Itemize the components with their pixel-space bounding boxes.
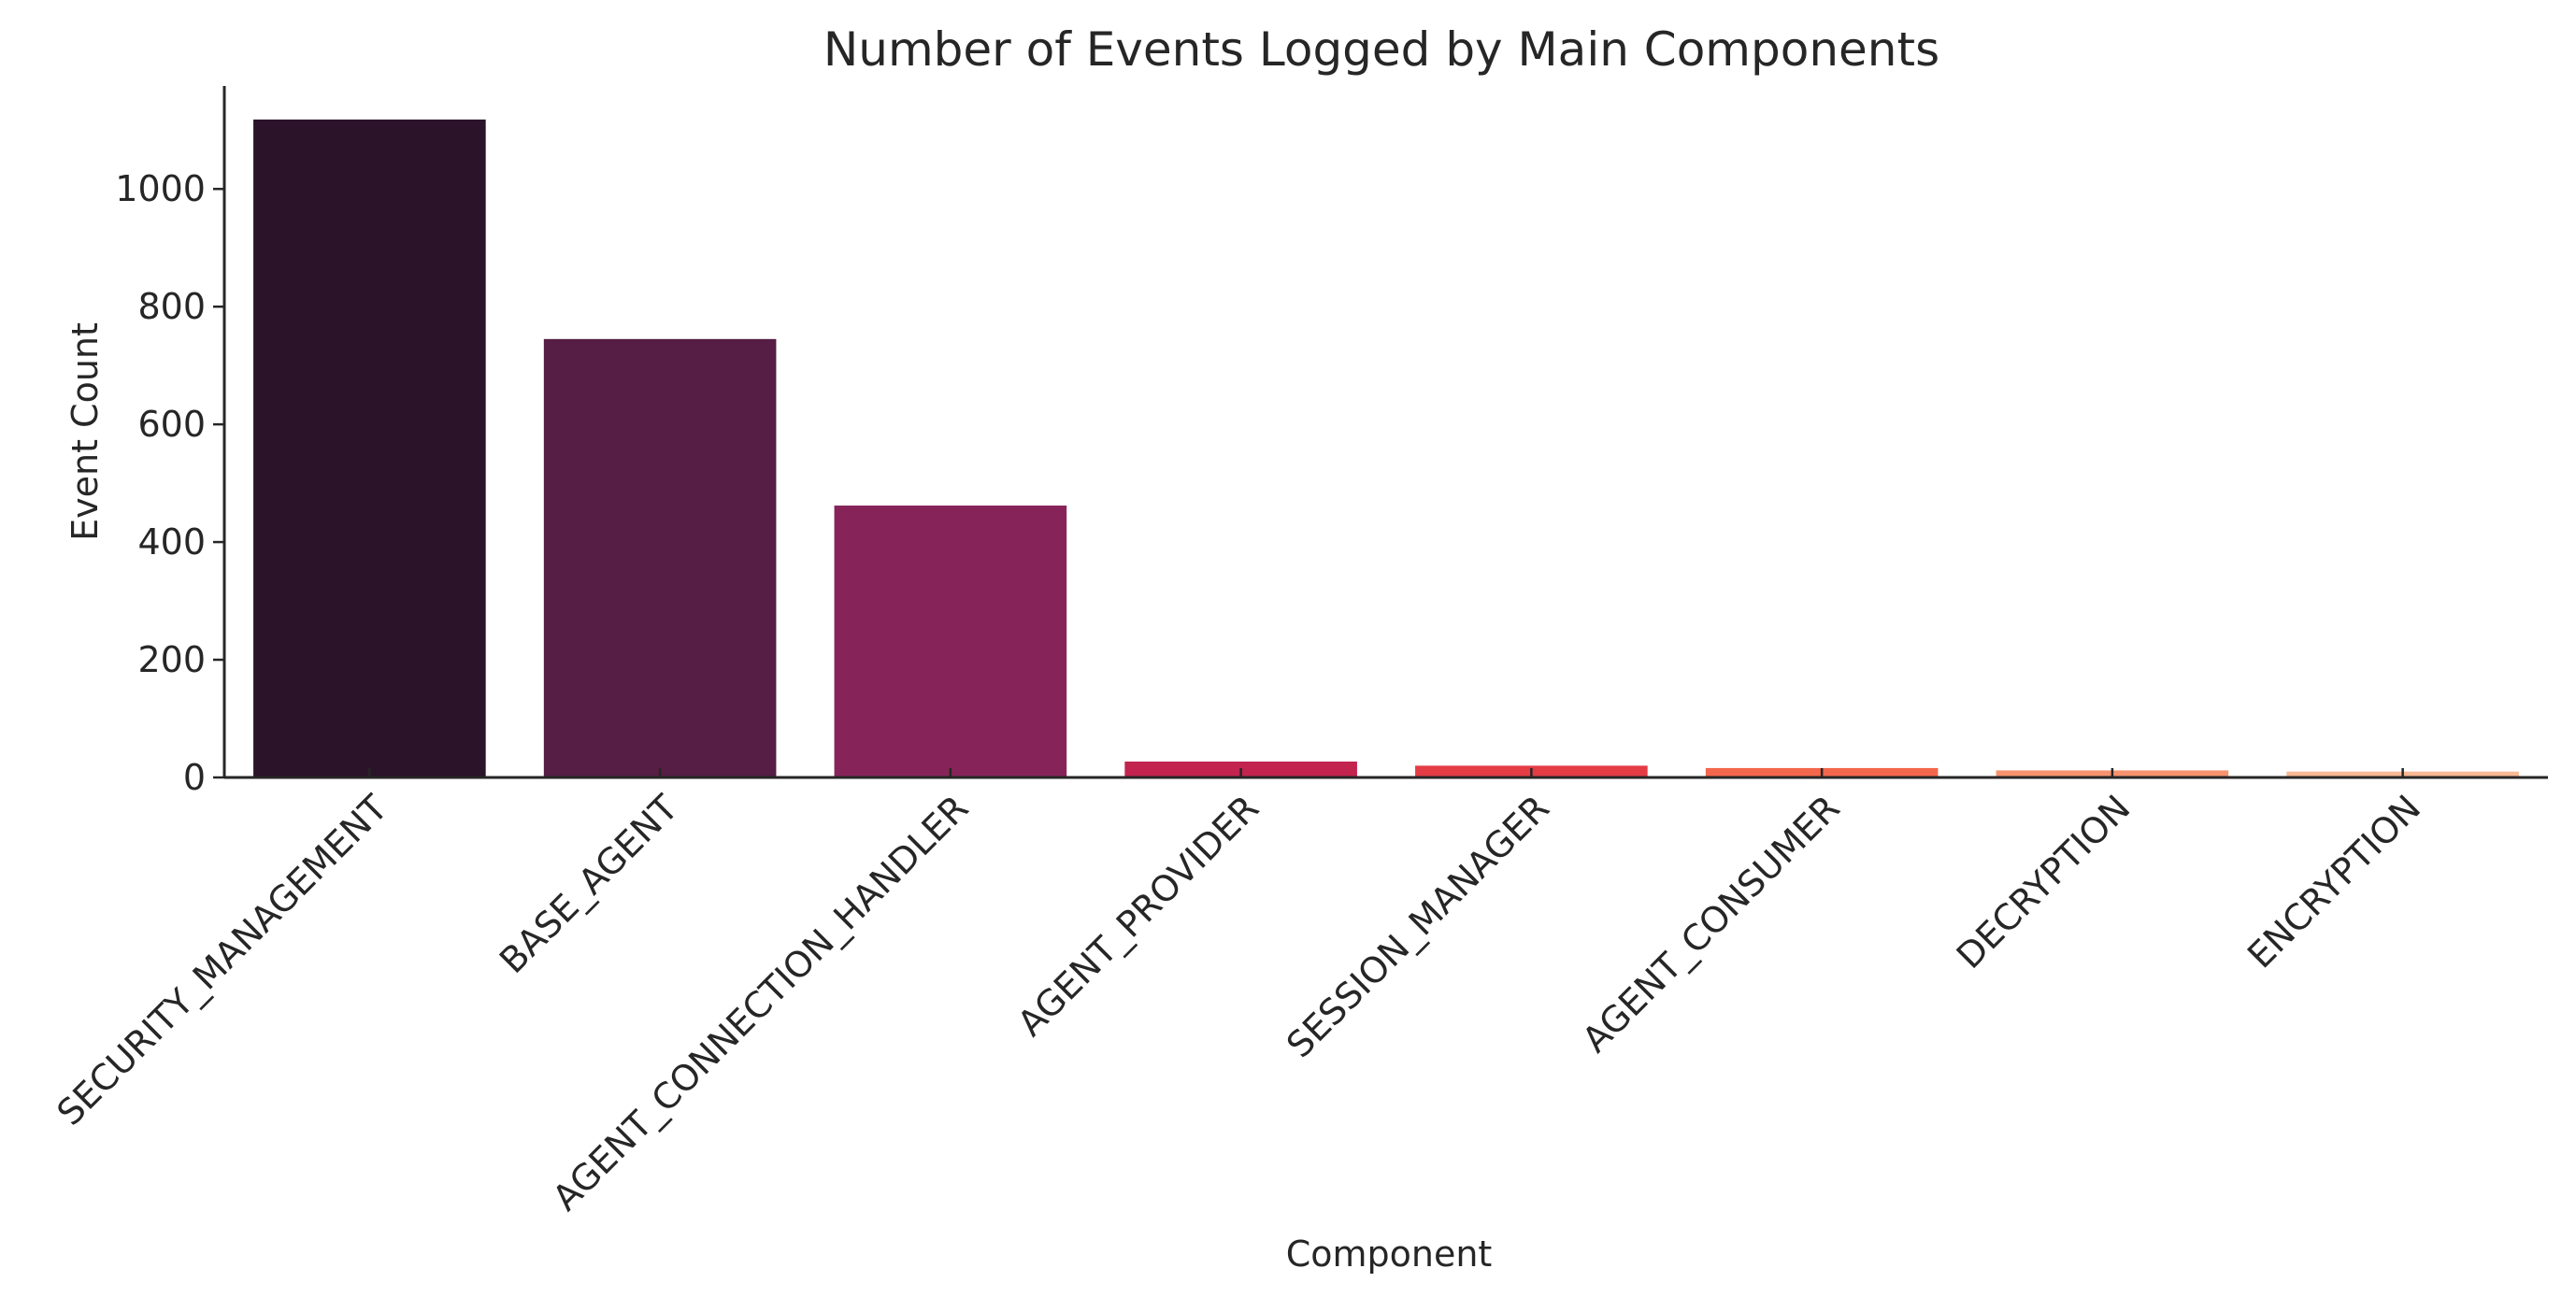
x-tick-label-base-agent: BASE_AGENT [492, 787, 686, 981]
bar-base-agent [543, 338, 777, 777]
y-tick-label: 400 [137, 521, 206, 563]
y-tick-label: 0 [183, 757, 206, 798]
bars-group [253, 119, 2519, 777]
y-tick-label: 800 [137, 286, 206, 327]
y-ticks-group: 0 200 400 600 800 1000 [115, 168, 224, 798]
x-tick-label-encryption: ENCRYPTION [2240, 787, 2428, 976]
y-tick-label: 600 [137, 404, 206, 445]
bar-security-management [253, 119, 486, 777]
chart-title: Number of Events Logged by Main Componen… [823, 22, 1939, 77]
y-axis-label: Event Count [64, 322, 106, 541]
y-tick-label: 200 [137, 639, 206, 680]
x-tick-label-security-management: SECURITY_MANAGEMENT [49, 787, 395, 1133]
x-tick-label-agent-provider: AGENT_PROVIDER [1009, 787, 1267, 1044]
x-tick-label-session-manager: SESSION_MANAGER [1279, 787, 1557, 1065]
x-tick-label-agent-consumer: AGENT_CONSUMER [1574, 787, 1847, 1060]
bar-agent-connection-handler [834, 506, 1067, 777]
x-axis-label: Component [1286, 1233, 1493, 1275]
x-tick-label-decryption: DECRYPTION [1949, 787, 2139, 976]
y-tick-label: 1000 [115, 168, 206, 209]
x-ticks-group: SECURITY_MANAGEMENT BASE_AGENTAGENT_CONNE… [49, 768, 2428, 1219]
